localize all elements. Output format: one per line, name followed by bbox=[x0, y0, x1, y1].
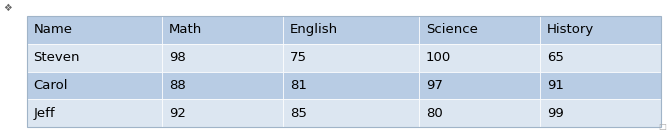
Text: Jeff: Jeff bbox=[33, 107, 55, 120]
Text: Math: Math bbox=[169, 23, 202, 36]
Text: 100: 100 bbox=[426, 51, 451, 64]
Bar bbox=[540, 72, 661, 99]
Bar bbox=[420, 16, 540, 44]
Text: 97: 97 bbox=[426, 79, 443, 92]
Text: 92: 92 bbox=[169, 107, 186, 120]
Text: 80: 80 bbox=[426, 107, 443, 120]
Bar bbox=[540, 44, 661, 72]
Text: Steven: Steven bbox=[33, 51, 80, 64]
Text: 98: 98 bbox=[169, 51, 186, 64]
Text: 81: 81 bbox=[290, 79, 307, 92]
Text: 85: 85 bbox=[290, 107, 307, 120]
Bar bbox=[162, 44, 283, 72]
Bar bbox=[420, 99, 540, 127]
Bar bbox=[283, 44, 420, 72]
Bar bbox=[283, 72, 420, 99]
Text: 91: 91 bbox=[547, 79, 564, 92]
Bar bbox=[27, 16, 162, 44]
Text: Carol: Carol bbox=[33, 79, 68, 92]
Bar bbox=[27, 99, 162, 127]
Text: Science: Science bbox=[426, 23, 478, 36]
Text: 75: 75 bbox=[290, 51, 307, 64]
Bar bbox=[162, 16, 283, 44]
Bar bbox=[27, 16, 661, 127]
Text: 65: 65 bbox=[547, 51, 564, 64]
Text: □: □ bbox=[658, 122, 666, 131]
Bar bbox=[540, 99, 661, 127]
Text: History: History bbox=[547, 23, 595, 36]
Bar bbox=[283, 16, 420, 44]
Text: Name: Name bbox=[33, 23, 72, 36]
Bar bbox=[540, 16, 661, 44]
Bar bbox=[27, 72, 162, 99]
Text: 99: 99 bbox=[547, 107, 564, 120]
Bar bbox=[420, 44, 540, 72]
Bar bbox=[27, 44, 162, 72]
Bar bbox=[162, 72, 283, 99]
Text: ❖: ❖ bbox=[3, 3, 12, 13]
Bar bbox=[420, 72, 540, 99]
Bar bbox=[283, 99, 420, 127]
Text: English: English bbox=[290, 23, 338, 36]
Text: 88: 88 bbox=[169, 79, 186, 92]
Bar bbox=[162, 99, 283, 127]
